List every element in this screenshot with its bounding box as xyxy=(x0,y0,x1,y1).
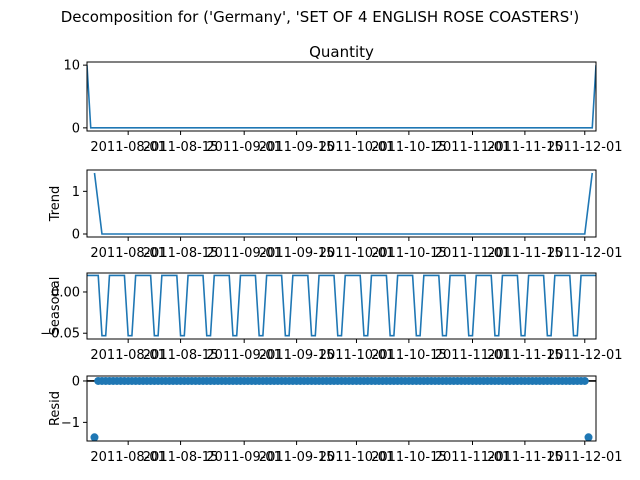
trend-xtick-label: 2011-10-15 xyxy=(371,246,447,261)
seasonal-axes-frame xyxy=(86,272,597,340)
observed-plot-area xyxy=(87,65,596,129)
seasonal-xtick-label: 2011-10-01 xyxy=(319,348,395,363)
seasonal-series-line xyxy=(87,274,596,337)
seasonal-xtick-label: 2011-09-15 xyxy=(259,348,335,363)
observed-ytick-label: 0 xyxy=(72,121,80,136)
panel-trend: 0 1 2011-08-012011-08-152011-09-012011-09-… xyxy=(48,169,623,261)
resid-xtick-label: 2011-11-01 xyxy=(435,450,511,465)
resid-point xyxy=(90,433,99,441)
seasonal-ylabel: Seasonal xyxy=(48,277,63,336)
trend-axes-frame xyxy=(86,169,597,238)
panel-observed: 0 10 2011-08-012011-08-152011-09-012011-09… xyxy=(63,43,622,155)
seasonal-ytick-label: −0.05 xyxy=(40,327,80,342)
seasonal-xtick-label: 2011-12-01 xyxy=(547,348,623,363)
panel-seasonal: 0.00−0.052011-08-012011-08-152011-09-012… xyxy=(40,272,623,363)
trend-xtick-label: 2011-11-01 xyxy=(435,246,511,261)
trend-xtick-label: 2011-12-01 xyxy=(547,246,623,261)
resid-point xyxy=(580,376,589,385)
resid-xtick-label: 2011-08-15 xyxy=(143,450,219,465)
observed-xtick-label: 2011-10-01 xyxy=(319,140,395,155)
observed-panel-title: Quantity xyxy=(309,43,374,61)
seasonal-xtick-label: 2011-09-01 xyxy=(206,348,282,363)
panel-resid: 0 −1 2011-08-012011-08-152011-09-012011-09… xyxy=(48,374,623,465)
axes-container: 0102011-08-012011-08-152011-09-012011-09… xyxy=(40,43,622,465)
resid-ylabel: Resid xyxy=(48,391,63,426)
trend-ylabel: Trend xyxy=(48,186,63,223)
resid-ytick-label: −1 xyxy=(61,416,80,431)
seasonal-xtick-label: 2011-11-15 xyxy=(487,348,563,363)
resid-xtick-label: 2011-09-15 xyxy=(259,450,335,465)
resid-point xyxy=(584,433,593,441)
trend-xtick-label: 2011-11-15 xyxy=(487,246,563,261)
observed-xtick-label: 2011-11-01 xyxy=(435,140,511,155)
observed-xtick-label: 2011-11-15 xyxy=(487,140,563,155)
observed-xtick-label: 2011-10-15 xyxy=(371,140,447,155)
seasonal-xtick-label: 2011-08-01 xyxy=(90,348,166,363)
resid-xtick-label: 2011-11-15 xyxy=(487,450,563,465)
resid-ytick-label: 0 xyxy=(72,374,80,389)
trend-xtick-label: 2011-08-01 xyxy=(90,246,166,261)
seasonal-plot-area xyxy=(87,274,596,337)
trend-xtick-label: 2011-09-15 xyxy=(259,246,335,261)
trend-ytick-label: 0 xyxy=(72,228,80,243)
resid-xtick-label: 2011-10-15 xyxy=(371,450,447,465)
observed-series-line xyxy=(87,65,596,129)
resid-axes-frame xyxy=(86,375,597,442)
resid-xtick-label: 2011-10-01 xyxy=(319,450,395,465)
observed-xtick-label: 2011-08-01 xyxy=(90,140,166,155)
observed-xtick-label: 2011-08-15 xyxy=(143,140,219,155)
resid-xtick-label: 2011-08-01 xyxy=(90,450,166,465)
resid-plot-area xyxy=(87,376,596,441)
trend-xtick-label: 2011-09-01 xyxy=(206,246,282,261)
seasonal-xtick-label: 2011-08-15 xyxy=(143,348,219,363)
figure-title: Decomposition for ('Germany', 'SET OF 4 … xyxy=(61,8,580,26)
observed-ytick-label: 10 xyxy=(63,59,80,74)
trend-series-line xyxy=(93,172,594,235)
trend-xtick-label: 2011-08-15 xyxy=(143,246,219,261)
observed-xtick-label: 2011-09-01 xyxy=(206,140,282,155)
observed-xtick-label: 2011-12-01 xyxy=(547,140,623,155)
trend-ytick-label: 1 xyxy=(72,185,80,200)
seasonal-xtick-label: 2011-11-01 xyxy=(435,348,511,363)
observed-axes-frame xyxy=(86,61,597,132)
trend-plot-area xyxy=(93,172,594,235)
observed-xtick-label: 2011-09-15 xyxy=(259,140,335,155)
trend-xtick-label: 2011-10-01 xyxy=(319,246,395,261)
seasonal-xtick-label: 2011-10-15 xyxy=(371,348,447,363)
seasonal-ytick-label: 0.00 xyxy=(51,285,80,300)
resid-xtick-label: 2011-12-01 xyxy=(547,450,623,465)
resid-xtick-label: 2011-09-01 xyxy=(206,450,282,465)
